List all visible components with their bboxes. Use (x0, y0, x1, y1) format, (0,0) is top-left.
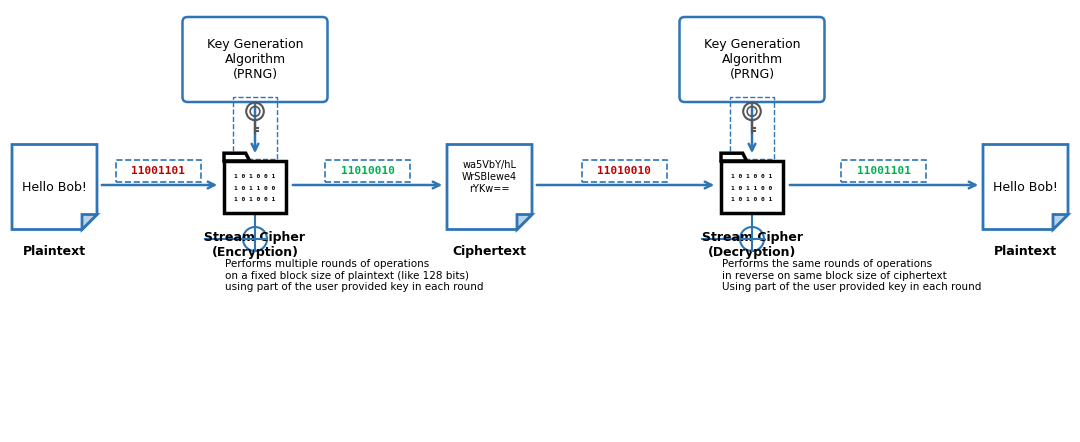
Text: Hello Bob!: Hello Bob! (22, 180, 86, 194)
Polygon shape (721, 153, 746, 161)
Polygon shape (517, 214, 532, 229)
Text: Stream Cipher
(Decryption): Stream Cipher (Decryption) (702, 231, 802, 259)
Text: Performs the same rounds of operations
in reverse on same block size of cipherte: Performs the same rounds of operations i… (723, 259, 982, 292)
Text: 11010010: 11010010 (340, 166, 394, 176)
Text: Plaintext: Plaintext (994, 245, 1057, 258)
FancyBboxPatch shape (183, 17, 327, 102)
Polygon shape (12, 145, 97, 229)
Text: Plaintext: Plaintext (23, 245, 86, 258)
Text: 11001101: 11001101 (858, 166, 912, 176)
Text: Stream Cipher
(Encryption): Stream Cipher (Encryption) (204, 231, 306, 259)
Text: Performs multiple rounds of operations
on a fixed block size of plaintext (like : Performs multiple rounds of operations o… (225, 259, 484, 292)
Polygon shape (224, 153, 249, 161)
Polygon shape (1053, 214, 1068, 229)
Text: 1 0 1 0 0 1: 1 0 1 0 0 1 (731, 174, 772, 179)
Text: 1 0 1 0 0 1: 1 0 1 0 0 1 (731, 197, 772, 202)
Polygon shape (82, 214, 97, 229)
Bar (325, 160, 410, 182)
Bar (233, 97, 276, 159)
Bar (116, 160, 201, 182)
Text: 11001101: 11001101 (132, 166, 186, 176)
Bar (582, 160, 667, 182)
Text: 1 0 1 1 0 0: 1 0 1 1 0 0 (731, 186, 772, 191)
Polygon shape (983, 145, 1068, 229)
FancyBboxPatch shape (679, 17, 824, 102)
Text: Hello Bob!: Hello Bob! (994, 180, 1058, 194)
Bar (730, 97, 774, 159)
Text: wa5VbY/hL
WrSBIewe4
rYKw==: wa5VbY/hL WrSBIewe4 rYKw== (462, 160, 517, 194)
Polygon shape (224, 161, 286, 213)
Text: 1 0 1 0 0 1: 1 0 1 0 0 1 (234, 174, 275, 179)
Text: 1 0 1 1 0 0: 1 0 1 1 0 0 (234, 186, 275, 191)
Text: 11010010: 11010010 (597, 166, 651, 176)
Bar (841, 160, 927, 182)
Text: 1 0 1 0 0 1: 1 0 1 0 0 1 (234, 197, 275, 202)
Polygon shape (447, 145, 532, 229)
Text: Key Generation
Algorithm
(PRNG): Key Generation Algorithm (PRNG) (206, 38, 303, 81)
Text: Key Generation
Algorithm
(PRNG): Key Generation Algorithm (PRNG) (704, 38, 800, 81)
Text: Ciphertext: Ciphertext (453, 245, 527, 258)
Polygon shape (721, 161, 783, 213)
